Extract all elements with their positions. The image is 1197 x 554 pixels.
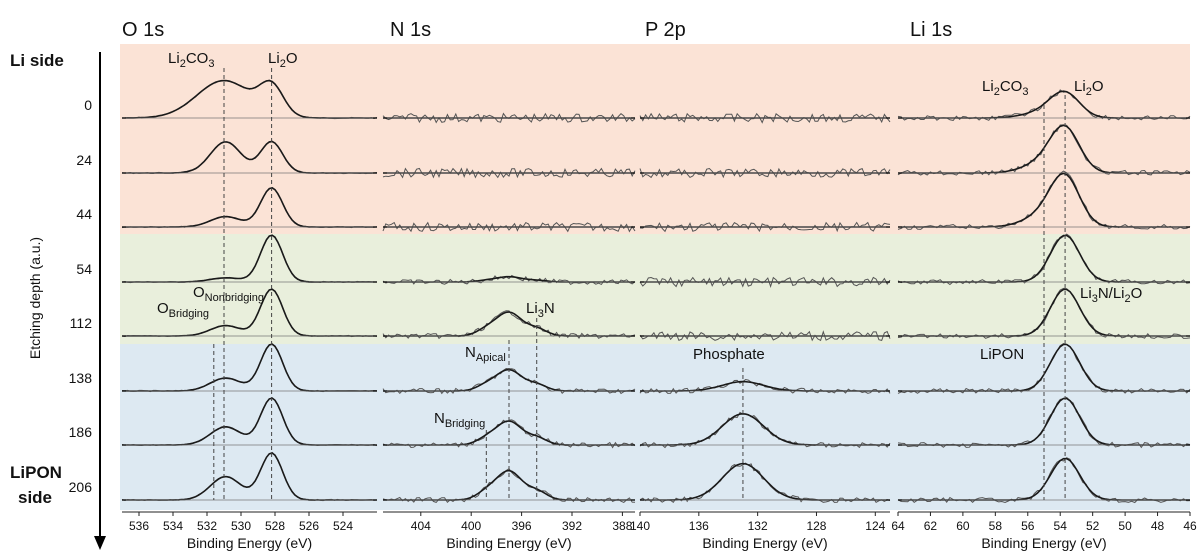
depth-axis-arrowhead [94,536,106,550]
panel-n1s: 404 400 396 392 388 Binding Energy (eV) [382,112,636,551]
annotation-li2o-li1s: Li2O [1074,78,1103,98]
x-tick-label: 530 [231,519,251,533]
x-tick-label: 64 [891,519,905,533]
x-tick-label: 388 [612,519,632,533]
depth-label-54: 54 [76,261,92,277]
annotation-lipon: LiPON [980,346,1024,363]
x-tick-label: 48 [1151,519,1165,533]
x-tick-label: 400 [461,519,481,533]
x-tick-label: 62 [924,519,938,533]
panel-title-o1s: O 1s [122,19,164,41]
x-tick-label: 46 [1183,519,1197,533]
spectrum-raw-p2p-depth-24 [639,167,891,179]
spectrum-raw-p2p-depth-44 [639,221,891,233]
x-axis-title: Binding Energy (eV) [702,535,827,551]
x-tick-label: 58 [989,519,1003,533]
x-axis-title: Binding Energy (eV) [187,535,312,551]
x-tick-label: 396 [512,519,532,533]
annotation-li2co3-li1s: Li2CO3 [982,78,1028,98]
panel-title-li1s: Li 1s [910,19,952,41]
li-side-label: Li side [10,51,64,70]
spectrum-raw-p2p-depth-112 [639,330,891,342]
spectrum-raw-p2p-depth-0 [639,112,891,124]
x-tick-label: 528 [265,519,285,533]
x-tick-label: 124 [865,519,885,533]
x-tick-label: 56 [1021,519,1035,533]
depth-label-112: 112 [70,315,93,331]
lipon-side-label-line2: side [18,488,52,507]
x-tick-label: 54 [1054,519,1068,533]
annotation-li2o-o1s: Li2O [268,50,297,70]
x-tick-label: 532 [197,519,217,533]
x-tick-label: 392 [562,519,582,533]
annotation-li2co3-o1s: Li2CO3 [168,50,214,70]
spectra-panels: 536 534 532 530 528 526 524 Binding Energy (eV)… [121,68,1197,551]
depth-label-0: 0 [84,97,92,113]
x-tick-label: 534 [163,519,183,533]
panel-o1s: 536 534 532 530 528 526 524 Binding Energy (eV) [121,79,378,551]
x-tick-label: 140 [630,519,650,533]
x-tick-label: 526 [299,519,319,533]
y-axis-title: Etching depth (a.u.) [27,237,43,359]
x-tick-label: 128 [806,519,826,533]
lipon-side-label-line1: LiPON [10,463,62,482]
x-axis-title: Binding Energy (eV) [981,535,1106,551]
panel-title-p2p: P 2p [645,19,686,41]
depth-label-186: 186 [69,424,93,440]
li-side-region-background [120,44,1190,234]
x-tick-label: 52 [1086,519,1100,533]
annotation-li3n: Li3N [526,300,555,320]
panel-p2p: 140 136 132 128 124 Binding Energy (eV) [630,112,891,551]
spectrum-raw-n1s-depth-24 [382,167,636,179]
interphase-region-background [120,234,1190,344]
spectrum-raw-li1s-depth-112 [897,287,1191,339]
x-tick-label: 536 [129,519,149,533]
annotation-phosphate: Phosphate [693,346,765,363]
depth-label-206: 206 [69,479,93,495]
panel-title-n1s: N 1s [390,19,431,41]
x-tick-label: 524 [333,519,353,533]
x-tick-label: 404 [411,519,431,533]
depth-label-138: 138 [69,370,93,386]
depth-labels: 0 24 44 54 112 138 186 206 [69,97,93,495]
lipon-side-region-background [120,344,1190,510]
depth-label-24: 24 [76,152,92,168]
x-tick-label: 60 [956,519,970,533]
x-tick-label: 136 [689,519,709,533]
x-tick-label: 50 [1118,519,1132,533]
x-tick-label: 132 [748,519,768,533]
x-axis-title: Binding Energy (eV) [446,535,571,551]
depth-label-44: 44 [76,206,92,222]
